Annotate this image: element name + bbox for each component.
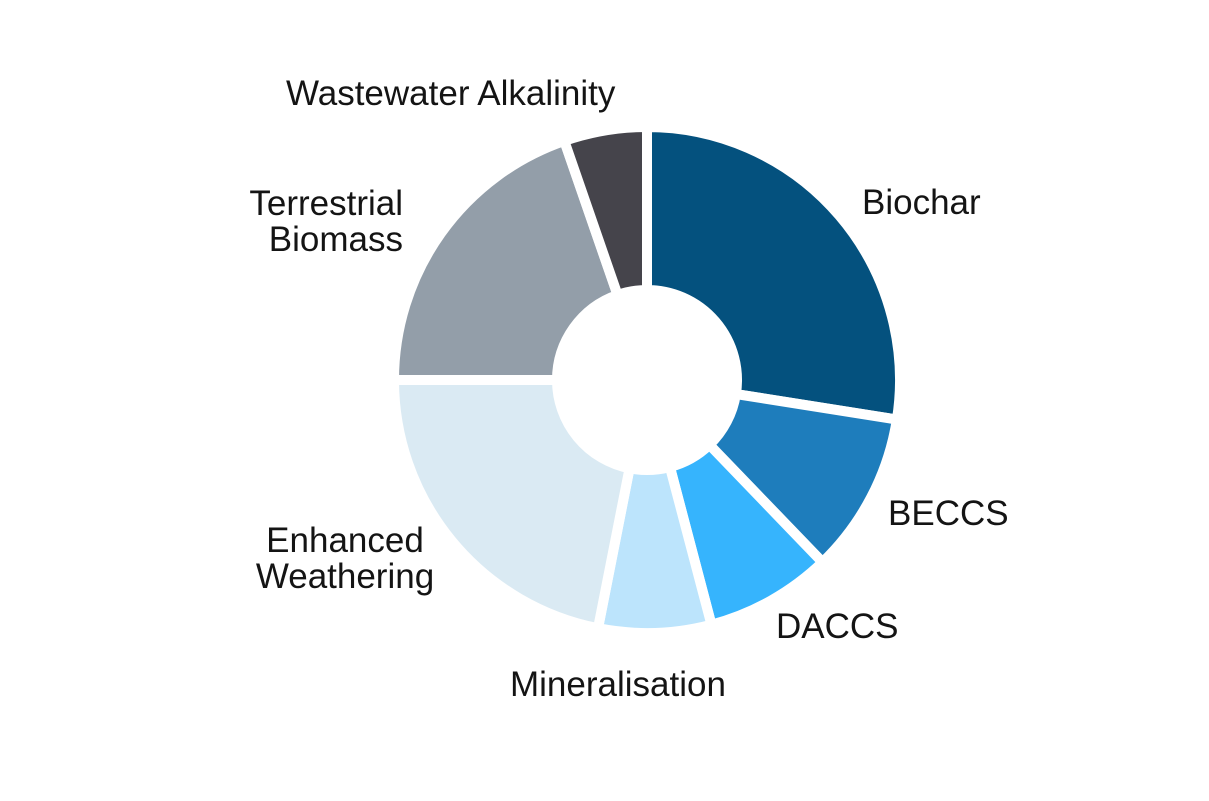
label-biochar: Biochar <box>862 183 981 222</box>
label-beccs: BECCS <box>888 494 1009 533</box>
label-enhanced-weathering: Enhanced Weathering <box>255 521 435 596</box>
donut-segment-beccs <box>702 388 903 570</box>
label-mineralisation: Mineralisation <box>510 665 726 704</box>
label-wastewater-alkalinity: Wastewater Alkalinity <box>286 74 616 113</box>
label-terrestrial-biomass: Terrestrial Biomass <box>249 184 403 259</box>
donut-segment-enhanced-weathering <box>388 375 636 635</box>
label-daccs: DACCS <box>776 607 899 646</box>
donut-segment-wastewater-alkalinity <box>557 121 652 302</box>
donut-segments <box>388 121 905 638</box>
donut-segment-biochar <box>642 121 905 426</box>
donut-segment-terrestrial-biomass <box>388 134 624 385</box>
